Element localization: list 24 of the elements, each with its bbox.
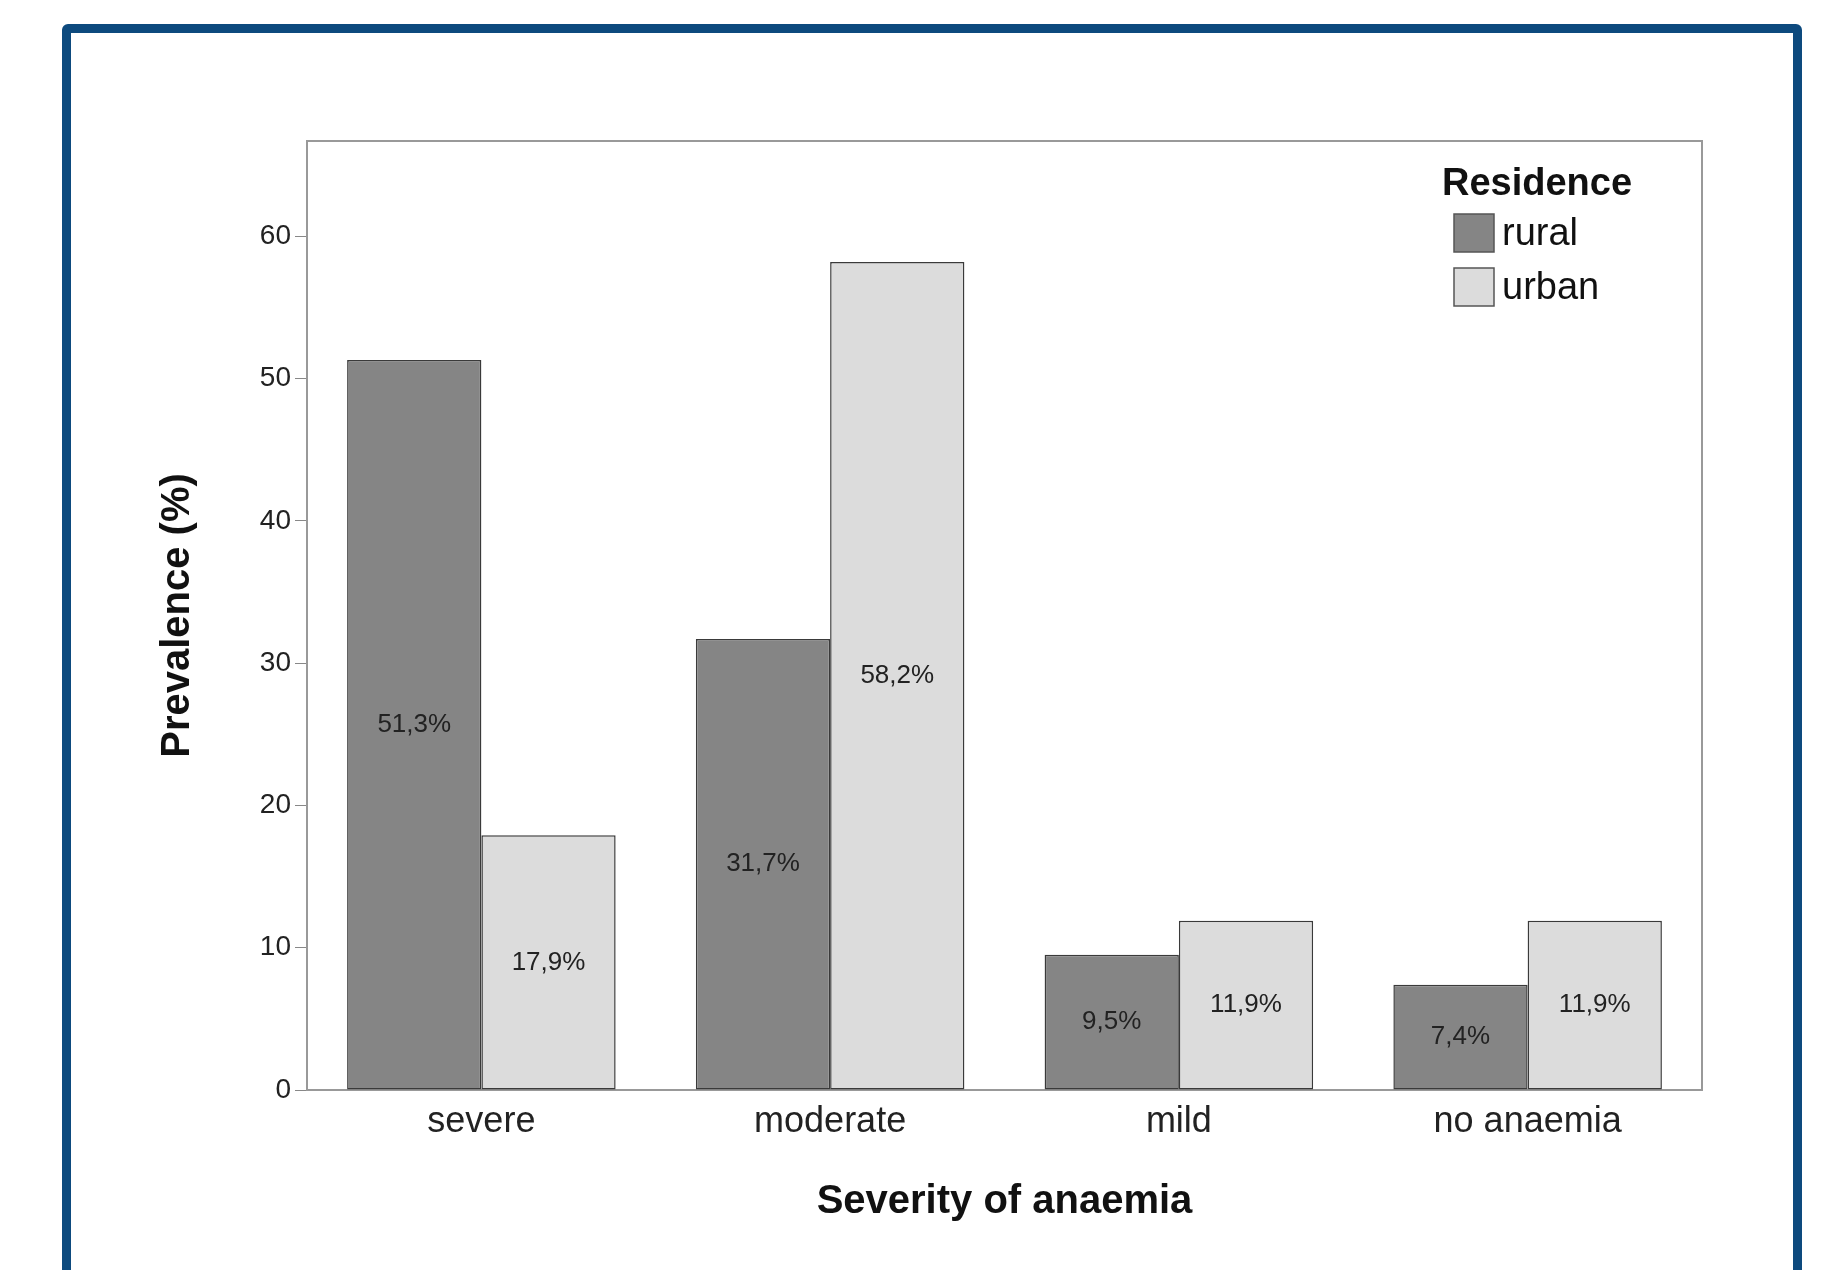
data-label: 7,4% [1430,1020,1491,1051]
data-label: 51,3% [377,707,452,738]
y-tick-label: 40 [259,503,291,535]
x-tick-label: no anaemia [1433,1098,1623,1140]
data-label: 9,5% [1082,1005,1142,1036]
x-tick-label: mild [1145,1098,1212,1140]
y-tick-label: 20 [259,788,291,820]
legend-label: urban [1502,265,1600,308]
data-label: 31,7% [726,847,800,878]
y-tick-label: 0 [275,1072,291,1104]
x-tick-label: severe [427,1098,536,1140]
data-label: 11,9% [1210,988,1282,1019]
x-axis-title: Severity of anaemia [816,1177,1194,1222]
x-tick-label: moderate [754,1098,907,1140]
legend-label: rural [1502,211,1579,254]
y-tick-label: 10 [259,930,291,962]
y-tick-label: 60 [259,219,291,251]
y-tick-label: 30 [259,645,291,677]
data-label: 58,2% [860,658,935,689]
data-label: 11,9% [1558,988,1631,1019]
legend-title: Residence [1441,161,1633,204]
y-axis-title: Prevalence (%) [153,473,198,758]
y-tick-label: 50 [259,361,291,393]
data-label: 17,9% [511,945,586,976]
